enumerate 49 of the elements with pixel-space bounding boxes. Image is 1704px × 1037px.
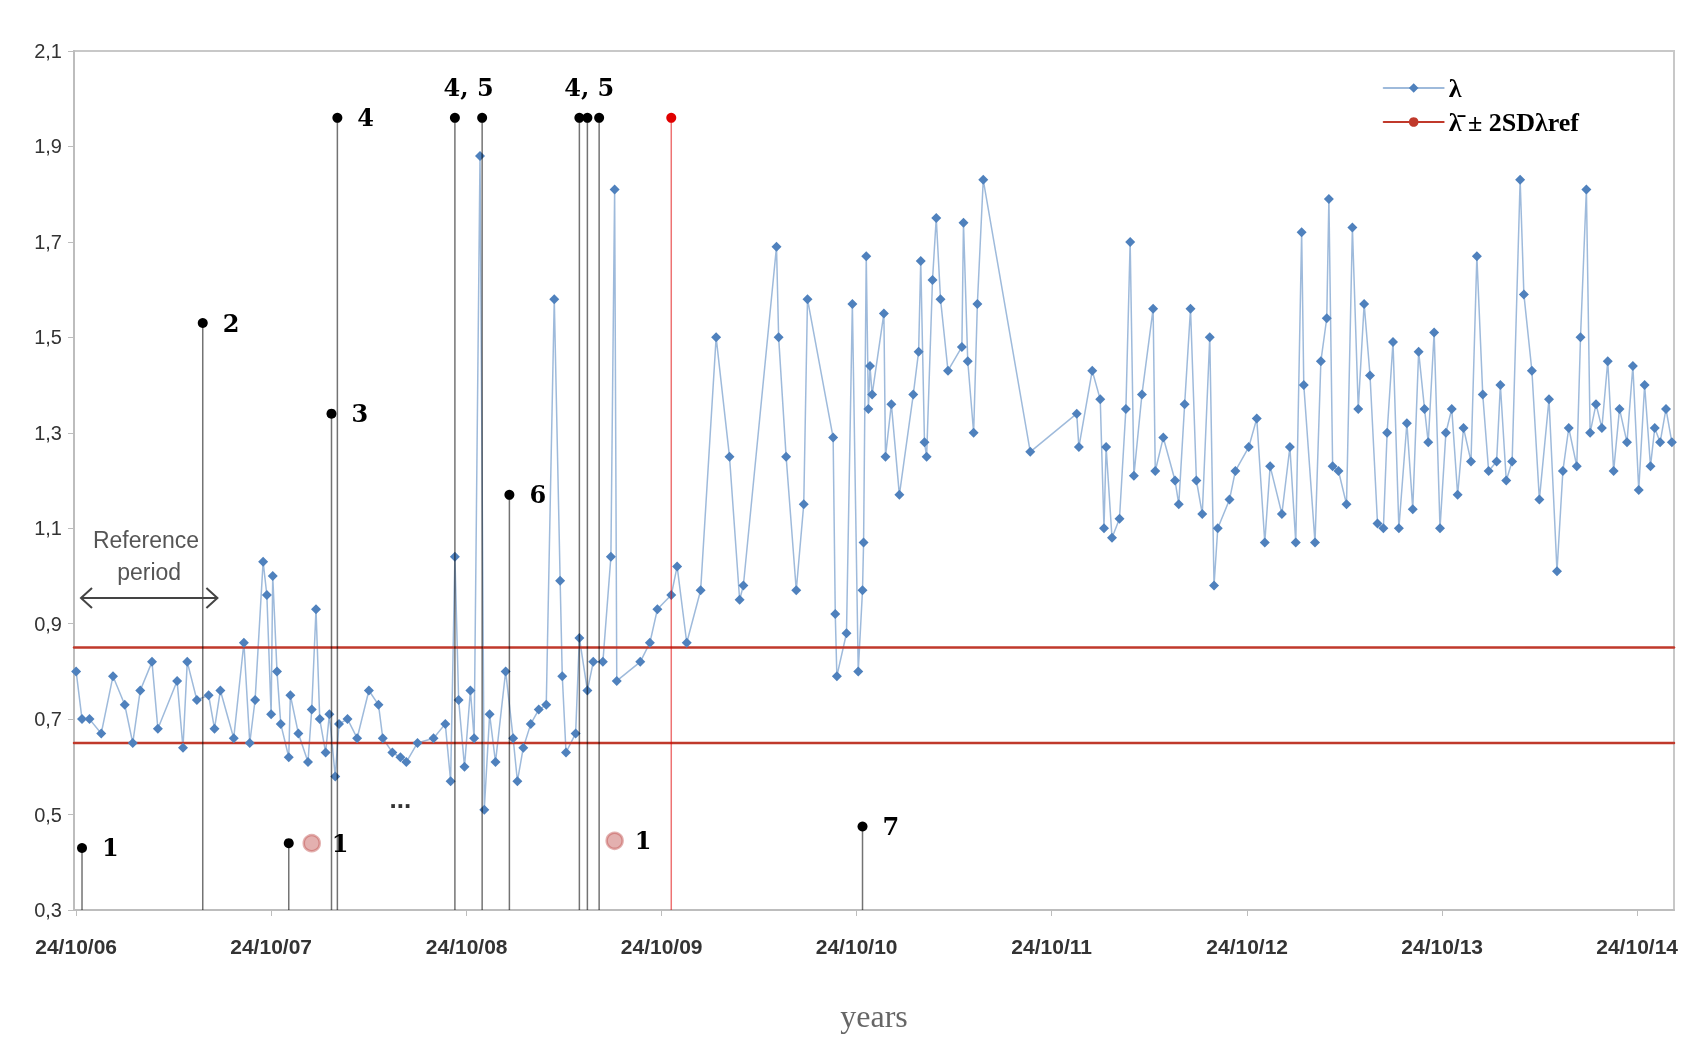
annotation: Reference period xyxy=(92,526,206,585)
annotation: 4 xyxy=(357,103,375,133)
y-tick-label: 0,3 xyxy=(34,899,62,921)
point xyxy=(857,821,868,832)
annotation: 4, 5 xyxy=(443,73,494,103)
annotation: 2 xyxy=(222,308,240,338)
point xyxy=(605,831,624,851)
x-tick-label: 24/10/13 xyxy=(1401,935,1484,958)
y-tick-label: 1,5 xyxy=(34,326,62,349)
y-tick-label: 0,7 xyxy=(34,708,62,731)
point xyxy=(574,112,585,123)
y-tick-label: 1,7 xyxy=(34,230,62,253)
y-tick-label: 1,3 xyxy=(34,421,62,444)
point xyxy=(504,489,515,500)
y-tick-label: 0,5 xyxy=(34,803,62,826)
y-tick-label: 2,1 xyxy=(34,40,62,62)
point xyxy=(77,842,88,853)
x-axis-title: years xyxy=(840,998,908,1034)
annotation: ... xyxy=(389,784,412,815)
point xyxy=(332,112,343,123)
x-tick-label: 24/10/14 xyxy=(1596,935,1679,958)
annotation: 7 xyxy=(882,811,900,841)
x-tick-label: 24/10/10 xyxy=(815,935,898,958)
y-tick-label: 0,9 xyxy=(34,612,62,635)
point xyxy=(666,112,677,123)
point xyxy=(449,112,460,123)
x-tick-label: 24/10/11 xyxy=(1011,935,1093,958)
point xyxy=(594,112,605,123)
annotation: 4, 5 xyxy=(564,73,615,103)
legend-label: λ̄ ± 2SDλref xyxy=(1448,107,1580,137)
annotation: 3 xyxy=(351,399,369,429)
y-tick-label: 1,1 xyxy=(34,517,62,540)
legend-label: λ xyxy=(1448,73,1462,103)
x-tick-label: 24/10/09 xyxy=(620,935,703,958)
x-tick-label: 24/10/12 xyxy=(1206,935,1289,958)
point xyxy=(326,408,337,419)
point xyxy=(477,112,488,123)
annotation: 6 xyxy=(529,480,547,510)
annotation: 1 xyxy=(102,833,119,863)
x-tick-label: 24/10/06 xyxy=(35,935,118,958)
point xyxy=(283,838,294,849)
annotation: 1 xyxy=(634,826,652,856)
annotation: 1 xyxy=(331,828,349,858)
point xyxy=(197,318,208,329)
point xyxy=(302,833,321,853)
x-tick-label: 24/10/07 xyxy=(230,935,312,958)
y-tick-label: 1,9 xyxy=(34,135,62,158)
x-tick-label: 24/10/08 xyxy=(425,935,508,958)
point xyxy=(582,112,593,123)
